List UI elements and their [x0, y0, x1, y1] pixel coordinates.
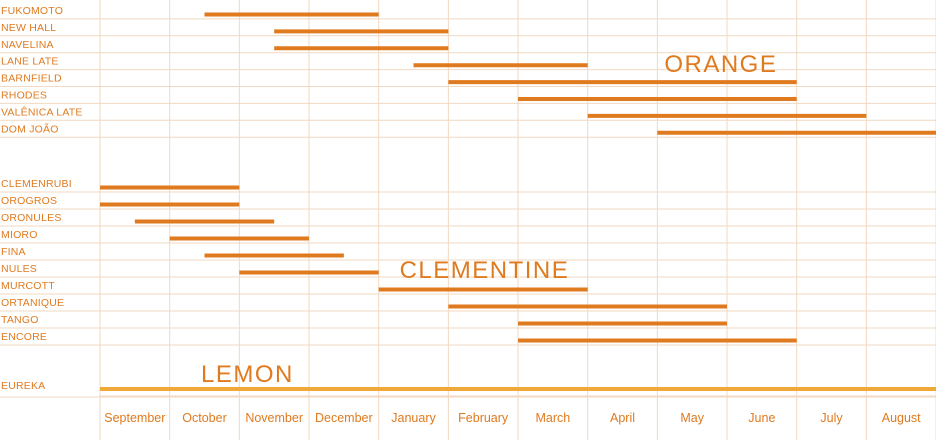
- variety-label-nules: NULES: [1, 263, 37, 275]
- month-label-september: September: [104, 411, 165, 425]
- month-label-january: January: [391, 411, 436, 425]
- variety-label-fina: FINA: [1, 246, 26, 258]
- variety-label-fukomoto: FUKOMOTO: [1, 5, 63, 17]
- group-label-clementine: CLEMENTINE: [400, 257, 570, 284]
- month-label-december: December: [315, 411, 373, 425]
- variety-label-lane-late: LANE LATE: [1, 56, 59, 68]
- variety-label-eureka: EUREKA: [1, 380, 45, 392]
- row-labels: FUKOMOTO NEW HALL NAVELINA LANE LATE BARNFIE…: [1, 5, 83, 392]
- variety-label-clemenrubi: CLEMENRUBI: [1, 178, 72, 190]
- variety-label-barnfield: BARNFIELD: [1, 73, 62, 85]
- variety-label-oronules: ORONULES: [1, 212, 62, 224]
- group-labels: ORANGE CLEMENTINE LEMON: [201, 51, 777, 388]
- variety-label-murcott: MURCOTT: [1, 280, 55, 292]
- variety-label-navelina: NAVELINA: [1, 39, 54, 51]
- variety-label-encore: ENCORE: [1, 331, 47, 343]
- month-label-november: November: [245, 411, 303, 425]
- month-label-may: May: [680, 411, 704, 425]
- variety-label-valenica-late: VALÊNICA LATE: [1, 105, 83, 118]
- variety-label-tango: TANGO: [1, 314, 39, 326]
- month-label-august: August: [882, 411, 921, 425]
- group-label-orange: ORANGE: [664, 51, 777, 78]
- variety-label-dom-joao: DOM JOÃO: [1, 122, 59, 135]
- month-label-april: April: [610, 411, 635, 425]
- month-label-march: March: [535, 411, 570, 425]
- group-label-lemon: LEMON: [201, 361, 294, 388]
- variety-label-new-hall: NEW HALL: [1, 22, 56, 34]
- bars: [100, 12, 936, 391]
- month-label-june: June: [748, 411, 775, 425]
- month-label-february: February: [458, 411, 509, 425]
- month-label-july: July: [820, 411, 843, 425]
- variety-label-orogros: OROGROS: [1, 195, 57, 207]
- month-axis: September October November December January F…: [104, 411, 921, 425]
- variety-label-rhodes: RHODES: [1, 90, 47, 102]
- variety-label-mioro: MIORO: [1, 229, 38, 241]
- variety-label-ortanique: ORTANIQUE: [1, 297, 64, 309]
- month-label-october: October: [182, 411, 226, 425]
